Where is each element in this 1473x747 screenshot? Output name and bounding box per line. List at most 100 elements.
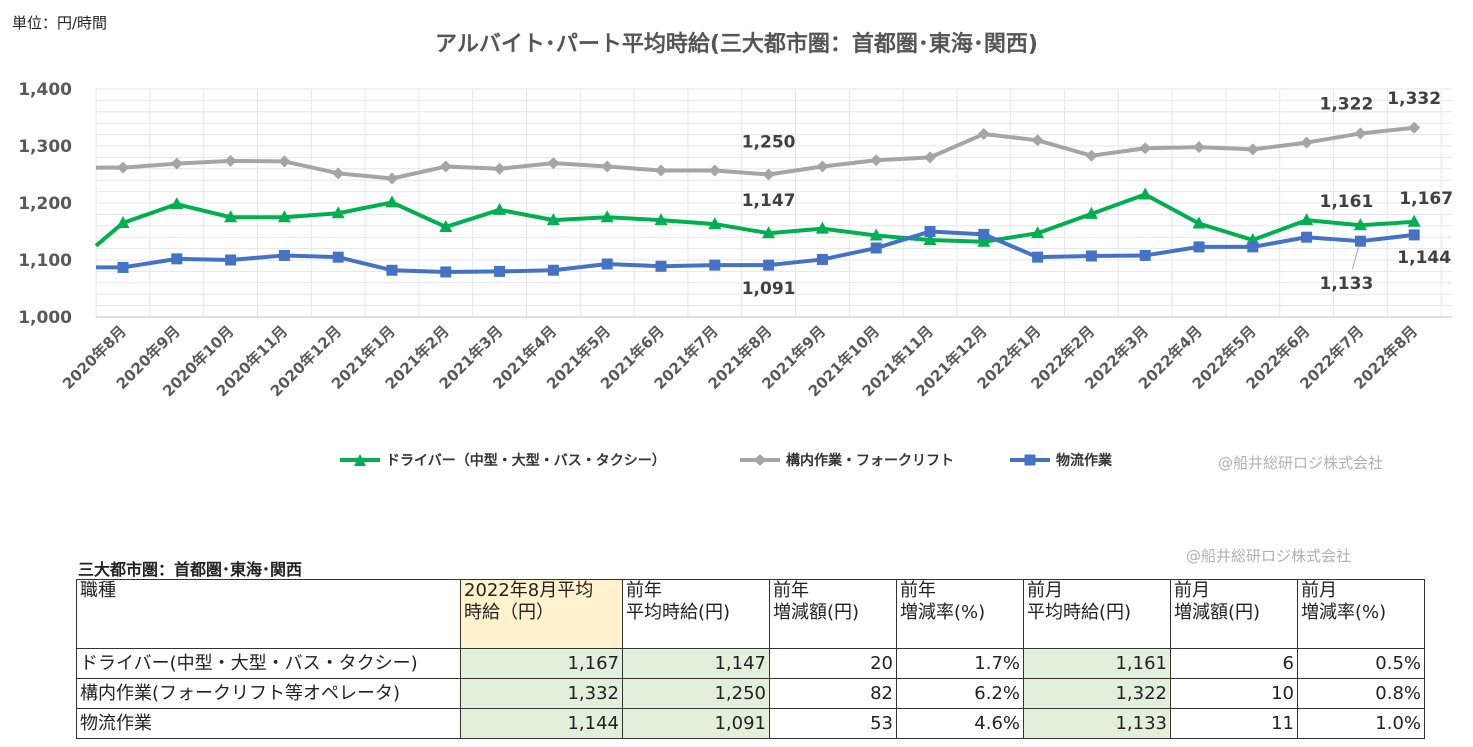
data-point [385,195,399,208]
data-point [1193,241,1205,253]
watermark-chart: @船井総研ロジ株式会社 [1218,454,1384,472]
data-point [1031,134,1044,147]
table-row: 物流作業 1,144 1,091 53 4.6% 1,133 11 1.0% [76,708,1425,739]
legend-marker-icon [1010,454,1050,466]
data-point [870,154,883,167]
legend-marker-icon [340,454,380,466]
data-label: 1,332 [1387,89,1441,109]
data-label: 1,091 [742,279,796,299]
data-point [1139,142,1152,155]
data-point [171,253,183,265]
cell-prev-year-diff: 20 [769,648,897,679]
wage-table: 職種 2022年8月平均 時給（円） 前年 平均時給(円) 前年 増減額(円) … [76,579,1425,739]
data-point [816,253,828,265]
data-point [924,226,936,237]
watermark-table: @船井総研ロジ株式会社 [1186,547,1352,565]
table-row: ドライバー(中型・大型・バス・タクシー) 1,167 1,147 20 1.7%… [76,648,1425,679]
data-point [493,162,506,175]
y-tick-label: 1,400 [18,80,72,100]
data-point [1138,187,1152,200]
header-job-type: 職種 [76,579,461,649]
data-point [439,219,453,232]
data-point [1300,136,1313,149]
header-prev-month-wage: 前月 平均時給(円) [1023,579,1171,649]
cell-prev-month-rate: 1.0% [1297,708,1425,739]
data-point [708,164,721,177]
cell-prev-month-rate: 0.8% [1297,678,1425,709]
cell-prev-month-wage: 1,161 [1023,648,1171,679]
data-point [815,221,829,234]
data-label: 1,322 [1320,94,1374,114]
data-point [1354,235,1366,247]
data-point [816,160,829,173]
cell-prev-month-wage: 1,133 [1023,708,1171,739]
cell-prev-month-diff: 11 [1170,708,1298,739]
data-point [923,233,937,246]
cell-current-wage: 1,144 [460,708,623,739]
data-point [1408,121,1421,134]
table-header-row: 職種 2022年8月平均 時給（円） 前年 平均時給(円) 前年 増減額(円) … [76,579,1425,649]
data-point [440,266,452,278]
series-line-driver [94,192,1415,248]
data-point [1193,141,1205,154]
data-point [277,210,291,223]
header-prev-year-rate: 前年 増減率(%) [896,579,1024,649]
data-point [1139,249,1151,261]
data-point [1408,229,1420,241]
data-point [1300,213,1314,226]
line-chart: 1,0001,1001,2001,3001,4002020年8月2020年9月2… [18,80,1453,400]
data-point [1247,241,1259,253]
data-point [332,251,344,263]
data-label: 1,147 [742,191,796,211]
data-point [1085,149,1098,162]
data-point [386,172,398,185]
header-prev-month-rate: 前月 増減率(%) [1297,579,1425,649]
data-point [1353,218,1367,231]
data-point [1031,226,1045,239]
cell-job: 物流作業 [76,708,461,739]
cell-job: 構内作業(フォークリフト等オペレータ) [76,678,461,709]
header-prev-year-wage: 前年 平均時給(円) [622,579,770,649]
data-point [547,264,559,276]
data-point [601,258,613,270]
cell-prev-month-diff: 10 [1170,678,1298,709]
data-point [1192,216,1206,229]
cell-prev-year-wage: 1,091 [622,708,770,739]
data-point [762,226,776,239]
chart-title: アルバイト･パート平均時給(三大都市圏：首都圏･東海･関西) [435,32,1038,57]
cell-current-wage: 1,167 [460,648,623,679]
series-line-logistics [96,229,1415,274]
table-row: 構内作業(フォークリフト等オペレータ) 1,332 1,250 82 6.2% … [76,678,1425,709]
data-label: 1,161 [1320,192,1374,212]
cell-prev-year-diff: 82 [769,678,897,709]
cell-prev-year-diff: 53 [769,708,897,739]
cell-prev-year-rate: 1.7% [896,648,1024,679]
legend-item: 物流作業 [1010,450,1112,470]
cell-current-wage: 1,332 [460,678,623,709]
data-point [655,164,667,177]
legend-marker-icon [740,454,780,466]
data-point [870,242,882,254]
data-point [331,206,345,219]
data-label: 1,144 [1397,248,1451,268]
table-title: 三大都市圏：首都圏･東海･関西 [78,560,303,579]
data-point [1246,143,1259,156]
data-point [978,228,990,240]
cell-job: ドライバー(中型・大型・バス・タクシー) [76,648,461,679]
data-label: 1,167 [1399,189,1453,209]
y-tick-label: 1,300 [18,137,72,157]
legend-label: ドライバー（中型・大型・バス・タクシー） [386,453,666,469]
data-label-leader [1351,247,1359,270]
legend-label: 物流作業 [1056,453,1112,469]
data-point [224,154,237,167]
cell-prev-year-wage: 1,147 [622,648,770,679]
data-point [1085,250,1097,262]
y-tick-label: 1,000 [18,308,72,328]
cell-prev-month-wage: 1,322 [1023,678,1171,709]
data-point [225,254,237,266]
data-point [977,234,991,247]
data-point [600,210,614,223]
cell-prev-month-rate: 0.5% [1297,648,1425,679]
data-point [547,157,560,170]
data-point [170,197,184,210]
